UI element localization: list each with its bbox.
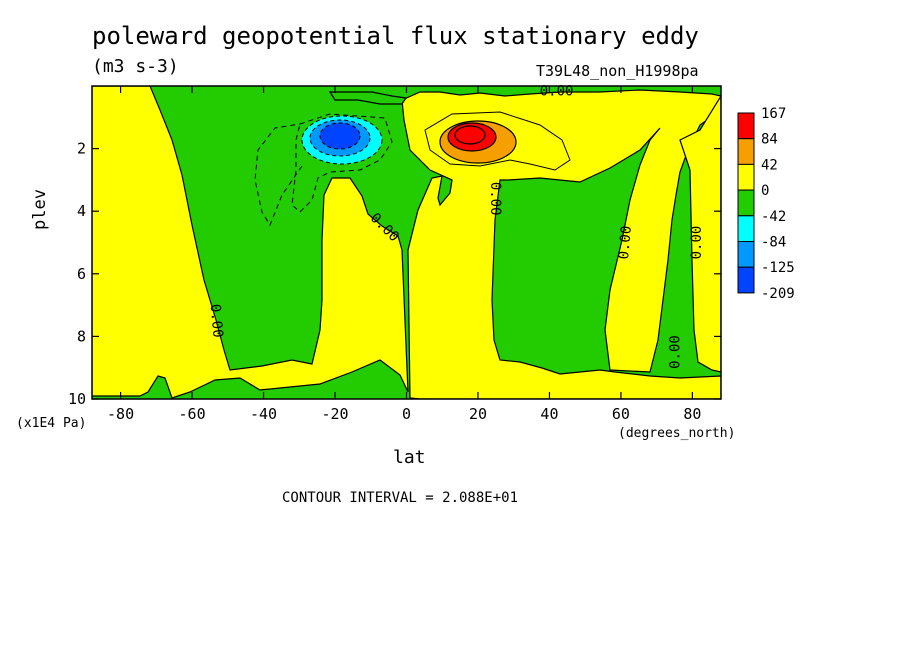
contour-neg-2 [309, 119, 371, 157]
region-positive-west [92, 86, 409, 399]
y-tick-label: 6 [77, 265, 86, 283]
contour-pos-1 [439, 120, 517, 164]
region-minus-125 [320, 123, 360, 149]
contour-pos-2 [447, 122, 497, 152]
chart-title: poleward geopotential flux stationary ed… [92, 22, 699, 50]
contour-pos-3 [454, 125, 486, 145]
colorbar: 167 84 42 0 -42 -84 -125 -209 [737, 106, 795, 302]
contour-interval: CONTOUR INTERVAL = 2.088E+01 [282, 490, 519, 506]
colorbar-level-label: 0 [761, 183, 769, 199]
contour-label: 0.00 [689, 226, 705, 260]
region-positive-center [401, 89, 721, 399]
colorbar-level-label: -84 [761, 235, 786, 251]
x-axis-units: (degrees_north) [618, 426, 736, 441]
contour-label: 0.00 [207, 303, 226, 338]
colorbar-swatch [737, 241, 755, 268]
colorbar-swatch [737, 215, 755, 243]
colorbar-level-label: 167 [761, 106, 786, 122]
run-label: T39L48_non_H1998pa [536, 62, 699, 80]
colorbar-level-label: -125 [761, 260, 795, 276]
contour-label: 0.00 [487, 182, 503, 216]
colorbar-swatch [737, 189, 755, 217]
y-tick-label: 2 [77, 140, 86, 158]
contour-label: 0.00 [616, 225, 635, 260]
x-axis-label: lat [393, 447, 426, 468]
contour-neg-3 [319, 122, 361, 150]
y-tick-label: 10 [68, 390, 86, 408]
x-tick-label: -40 [250, 405, 277, 423]
contour-pos-outer [424, 111, 571, 171]
colorbar-swatch [737, 112, 755, 140]
contour-neg-1 [301, 115, 383, 165]
x-tick-label: -20 [321, 405, 348, 423]
x-tick-label: -80 [107, 405, 134, 423]
x-tick-label: 80 [683, 405, 701, 423]
region-plus-84 [448, 123, 496, 151]
contour-label: 0.00 [540, 84, 574, 100]
chart-units: (m3 s-3) [92, 56, 179, 77]
x-tick-label: 40 [540, 405, 558, 423]
region-negative-top-strip [328, 91, 408, 105]
y-axis-units: (x1E4 Pa) [16, 416, 87, 431]
colorbar-level-label: -42 [761, 209, 786, 225]
axes: -80 -60 -40 -20 0 20 40 60 80 2 4 6 8 10 [68, 86, 721, 423]
contour-neg-outer-west [254, 123, 303, 227]
colorbar-level-label: 42 [761, 157, 778, 173]
colorbar-swatch [737, 138, 755, 165]
y-tick-label: 8 [77, 327, 86, 345]
x-tick-label: 60 [612, 405, 630, 423]
contour-labels: 0.000.000.000.000.00 0.000.00 [207, 84, 705, 369]
colorbar-level-label: 84 [761, 132, 778, 148]
y-tick-label: 4 [77, 202, 86, 220]
colorbar-swatch [737, 163, 755, 191]
contour-label: 0.00 [668, 335, 684, 369]
colorbar-swatch [737, 266, 755, 294]
region-positive-east [679, 94, 721, 373]
x-tick-label: 20 [469, 405, 487, 423]
x-tick-label: -60 [179, 405, 206, 423]
contour-field [92, 86, 721, 399]
colorbar-level-label: -209 [761, 286, 795, 302]
x-tick-label: 0 [402, 405, 411, 423]
